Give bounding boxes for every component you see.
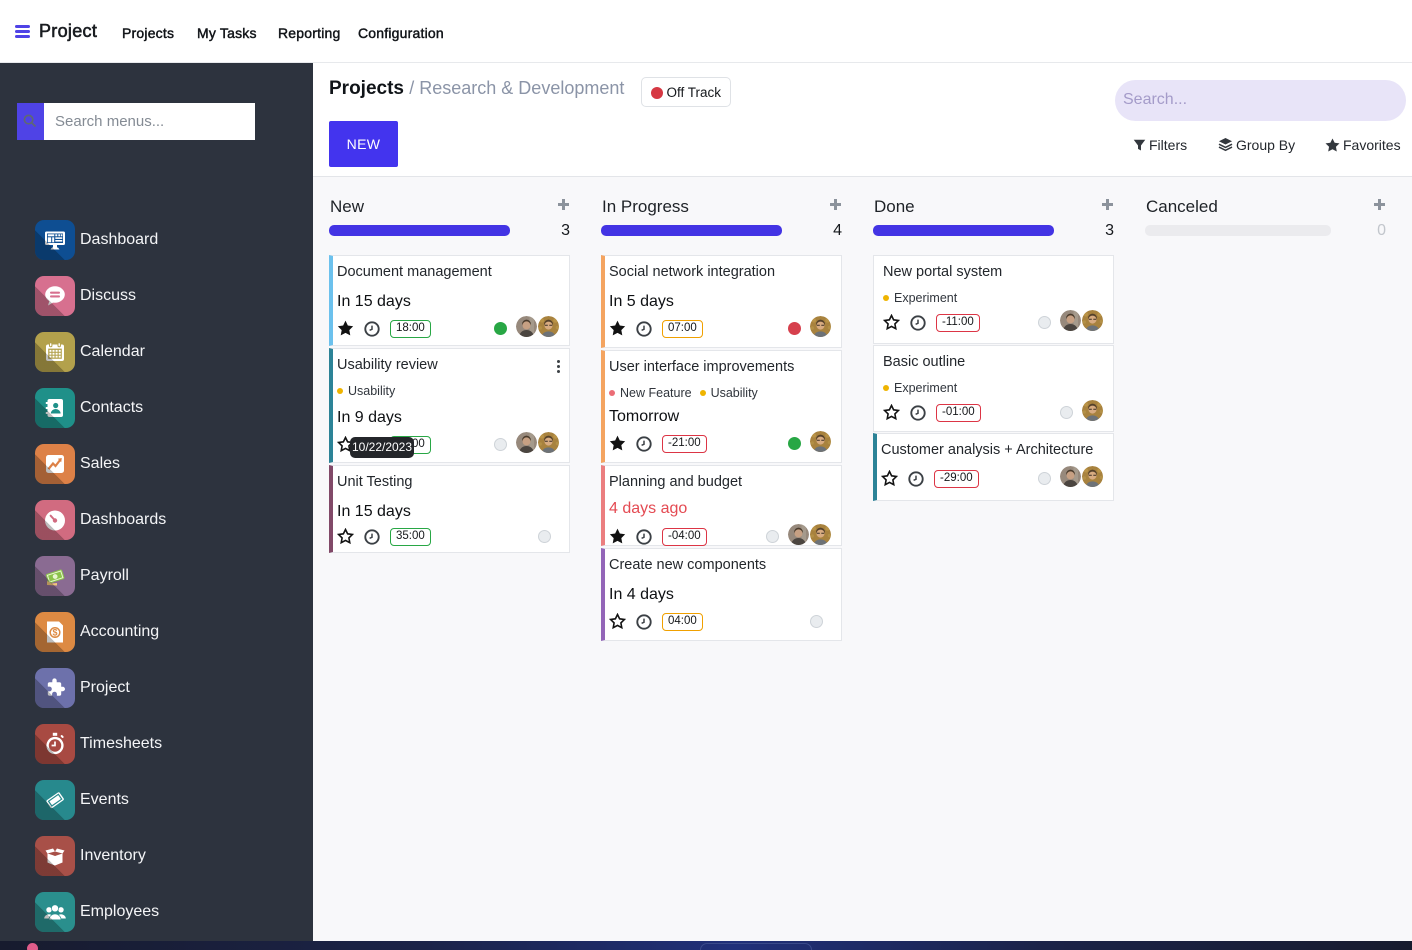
- svg-text:$: $: [52, 628, 57, 638]
